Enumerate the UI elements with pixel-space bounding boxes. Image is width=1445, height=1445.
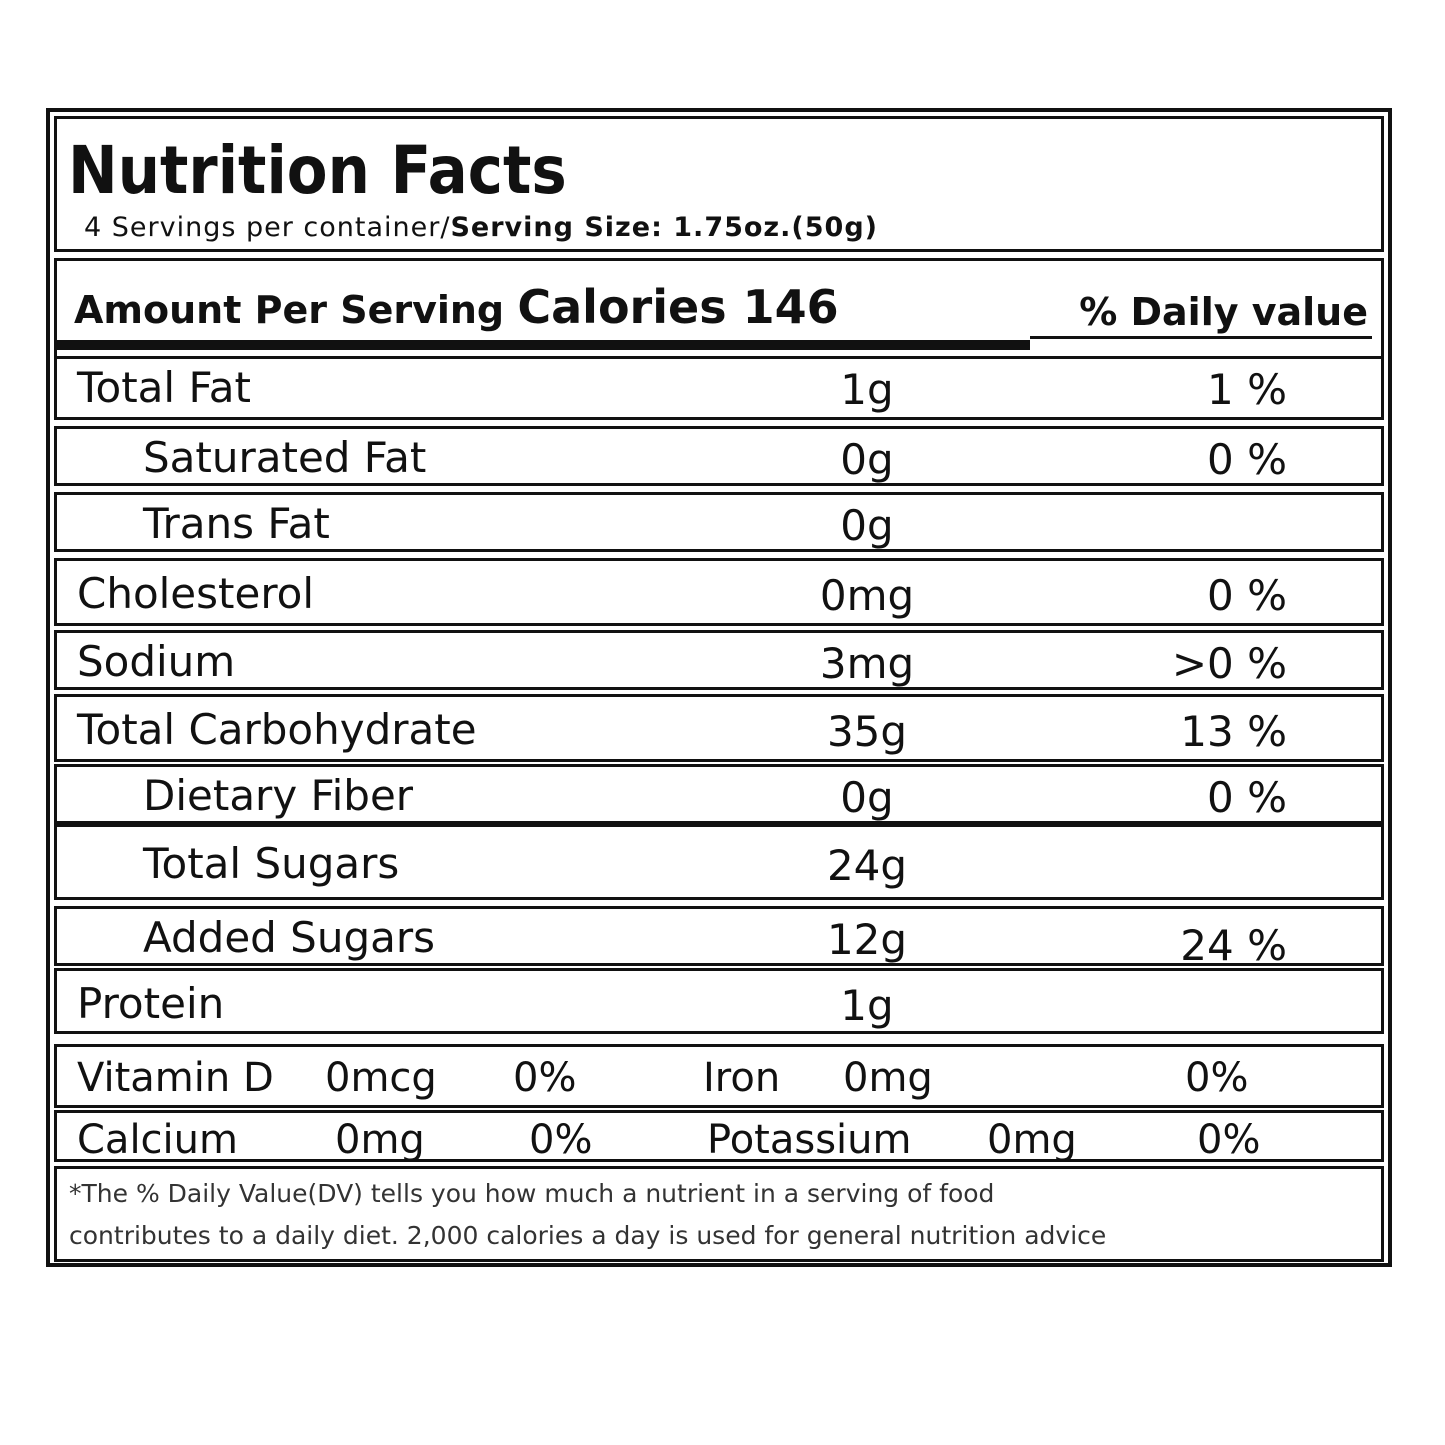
nutrient-row-protein: Protein 1g (54, 968, 1384, 1034)
nutrient-dv: >0 % (1171, 639, 1287, 688)
label-title: Nutrition Facts (68, 132, 567, 209)
nutrient-amount: 35g (826, 707, 908, 756)
nutrient-name: Cholesterol (77, 569, 315, 618)
nutrient-amount: 24g (826, 841, 908, 890)
nutrient-row-trans-fat: Trans Fat 0g (54, 492, 1384, 552)
nutrient-name: Total Sugars (143, 839, 400, 888)
nutrient-name: Total Carbohydrate (77, 705, 477, 754)
nutrient-dv: 1 % (1207, 365, 1287, 414)
footnote-line-2: contributes to a daily diet. 2,000 calor… (69, 1221, 1107, 1250)
nutrient-amount: 12g (826, 915, 908, 964)
nutrient-row-saturated-fat: Saturated Fat 0g 0 % (54, 426, 1384, 486)
calcium-dv: 0% (529, 1117, 593, 1162)
vitamin-row-2: Calcium 0mg 0% Potassium 0mg 0% (54, 1110, 1384, 1162)
nutrient-row-total-sugars: Total Sugars 24g (54, 824, 1384, 900)
nutrient-name: Saturated Fat (143, 433, 427, 482)
nutrient-name: Protein (77, 979, 225, 1028)
nutrient-row-dietary-fiber: Dietary Fiber 0g 0 % (54, 764, 1384, 824)
calcium-amount: 0mg (335, 1117, 425, 1162)
nutrient-dv: 0 % (1207, 571, 1287, 620)
nutrient-amount: 0g (840, 773, 894, 822)
nutrient-amount: 0g (840, 501, 894, 550)
nutrient-row-total-fat: Total Fat 1g 1 % (54, 356, 1384, 420)
nutrient-amount: 0g (840, 435, 894, 484)
nutrient-dv: 0 % (1207, 773, 1287, 822)
nutrient-name: Sodium (77, 637, 236, 686)
iron-dv: 0% (1185, 1055, 1249, 1101)
iron-label: Iron (703, 1055, 781, 1101)
thick-divider (54, 340, 1030, 350)
amount-label: Amount Per Serving (74, 288, 505, 332)
nutrient-amount: 1g (840, 981, 894, 1030)
nutrient-dv: 0 % (1207, 435, 1287, 484)
nutrient-name: Trans Fat (143, 499, 330, 548)
header-section (54, 116, 1384, 252)
serving-size: Serving Size: 1.75oz.(50g) (450, 212, 878, 243)
nutrient-name: Added Sugars (143, 913, 435, 962)
servings-per-container: 4 Servings per container/ (84, 212, 451, 243)
footnote: *The % Daily Value(DV) tells you how muc… (54, 1166, 1384, 1262)
amount-section (54, 258, 1384, 356)
nutrient-amount: 1g (840, 365, 894, 414)
nutrient-dv: 13 % (1180, 707, 1287, 756)
nutrient-row-cholesterol: Cholesterol 0mg 0 % (54, 558, 1384, 626)
nutrient-amount: 0mg (819, 571, 915, 620)
daily-value-header: % Daily value (1079, 290, 1368, 334)
potassium-amount: 0mg (987, 1117, 1077, 1162)
nutrient-row-sodium: Sodium 3mg >0 % (54, 630, 1384, 690)
amount-per-serving: Amount Per Serving Calories 146 (74, 280, 839, 334)
nutrient-name: Dietary Fiber (143, 771, 414, 820)
potassium-label: Potassium (707, 1117, 912, 1162)
vitamin-d-amount: 0mcg (325, 1055, 437, 1101)
vitamin-d-dv: 0% (513, 1055, 577, 1101)
nutrient-dv: 24 % (1180, 921, 1287, 970)
dv-underline (1030, 336, 1372, 339)
serving-info: 4 Servings per container/Serving Size: 1… (84, 212, 878, 243)
potassium-dv: 0% (1197, 1117, 1261, 1162)
nutrient-name: Total Fat (77, 363, 251, 412)
vitamin-d-label: Vitamin D (77, 1055, 274, 1101)
nutrient-row-total-carbohydrate: Total Carbohydrate 35g 13 % (54, 694, 1384, 762)
nutrient-amount: 3mg (819, 639, 915, 688)
footnote-line-1: *The % Daily Value(DV) tells you how muc… (69, 1179, 995, 1208)
calories: Calories 146 (517, 280, 839, 334)
nutrient-row-added-sugars: Added Sugars 12g 24 % (54, 906, 1384, 970)
nutrition-facts-label: Nutrition Facts 4 Servings per container… (46, 108, 1392, 1267)
calcium-label: Calcium (77, 1117, 238, 1162)
vitamin-row-1: Vitamin D 0mcg 0% Iron 0mg 0% (54, 1044, 1384, 1108)
iron-amount: 0mg (843, 1055, 933, 1101)
